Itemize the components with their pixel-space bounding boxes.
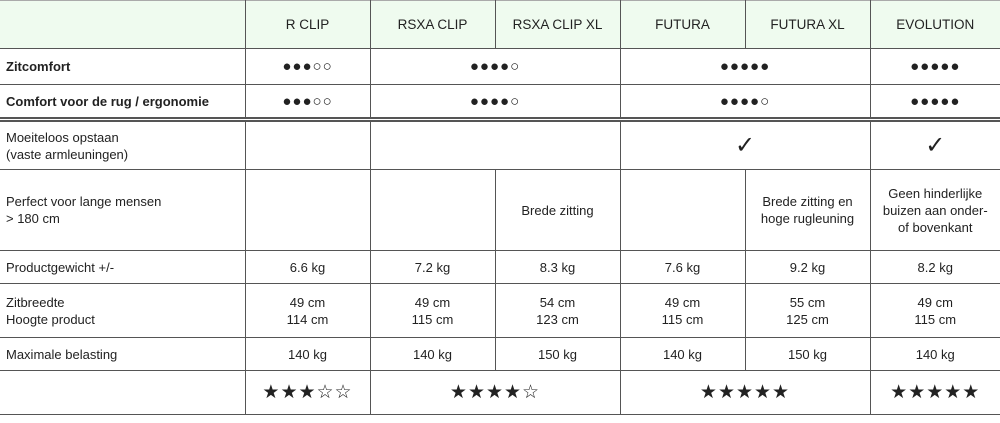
- header-empty-cell: [0, 0, 246, 49]
- table-cell: 150 kg: [494, 337, 621, 371]
- rating-dots: ●●●○○: [244, 48, 371, 85]
- table-row: Zitbreedte Hoogte product 49 cm 114 cm 49 …: [0, 283, 1000, 338]
- rating-dots: ●●●●●: [619, 48, 871, 85]
- table-cell: 140 kg: [369, 337, 496, 371]
- header-futura-xl: FUTURA XL: [744, 0, 871, 49]
- table-cell: 140 kg: [244, 337, 371, 371]
- rating-dots: ●●●●●: [869, 84, 1000, 120]
- star-rating: ★★★★☆: [369, 370, 621, 415]
- rating-dots: ●●●●●: [869, 48, 1000, 85]
- table-cell: 49 cm 114 cm: [244, 283, 371, 338]
- rating-dots: ●●●●○: [619, 84, 871, 120]
- row-label: Perfect voor lange mensen > 180 cm: [0, 169, 246, 251]
- table-cell: 49 cm 115 cm: [369, 283, 496, 338]
- table-cell: 8.2 kg: [869, 250, 1000, 284]
- table-cell: [369, 169, 496, 251]
- table-cell: Geen hinderlijke buizen aan onder- of bo…: [869, 169, 1000, 251]
- checkmark-icon: [244, 117, 371, 170]
- table-cell: 140 kg: [619, 337, 746, 371]
- table-cell: 6.6 kg: [244, 250, 371, 284]
- table-cell: 150 kg: [744, 337, 871, 371]
- star-rating: ★★★★★: [619, 370, 871, 415]
- row-label: Comfort voor de rug / ergonomie: [0, 84, 246, 120]
- table-cell: 49 cm 115 cm: [619, 283, 746, 338]
- star-rating: ★★★★★: [869, 370, 1000, 415]
- header-rsxa-clip-xl: RSXA CLIP XL: [494, 0, 621, 49]
- table-row: Productgewicht +/- 6.6 kg 7.2 kg 8.3 kg 7.6 …: [0, 250, 1000, 284]
- rating-dots: ●●●●○: [369, 84, 621, 120]
- checkmark-icon: [369, 117, 621, 170]
- row-label: [0, 370, 246, 415]
- header-rsxa-clip: RSXA CLIP: [369, 0, 496, 49]
- row-label: Zitcomfort: [0, 48, 246, 85]
- table-row: Perfect voor lange mensen > 180 cm Brede …: [0, 169, 1000, 251]
- table-cell: 7.2 kg: [369, 250, 496, 284]
- table-cell: 7.6 kg: [619, 250, 746, 284]
- table-cell: 140 kg: [869, 337, 1000, 371]
- table-cell: 54 cm 123 cm: [494, 283, 621, 338]
- table-row: Zitcomfort ●●●○○ ●●●●○ ●●●●● ●●●●●: [0, 48, 1000, 85]
- row-label: Productgewicht +/-: [0, 250, 246, 284]
- checkmark-icon: ✓: [869, 117, 1000, 170]
- table-cell: 49 cm 115 cm: [869, 283, 1000, 338]
- star-rating: ★★★☆☆: [244, 370, 371, 415]
- table-row: Comfort voor de rug / ergonomie ●●●○○ ●●●●…: [0, 84, 1000, 120]
- rating-dots: ●●●●○: [369, 48, 621, 85]
- table-cell: 8.3 kg: [494, 250, 621, 284]
- table-cell: [619, 169, 746, 251]
- row-label: Moeiteloos opstaan (vaste armleuningen): [0, 117, 246, 170]
- table-cell: [244, 169, 371, 251]
- table-cell: 9.2 kg: [744, 250, 871, 284]
- checkmark-icon: ✓: [619, 117, 871, 170]
- header-r-clip: R CLIP: [244, 0, 371, 49]
- header-row: R CLIP RSXA CLIP RSXA CLIP XL FUTURA FUT…: [0, 0, 1000, 49]
- table-row: ★★★☆☆ ★★★★☆ ★★★★★ ★★★★★: [0, 370, 1000, 415]
- table-row: Moeiteloos opstaan (vaste armleuningen) ✓…: [0, 117, 1000, 170]
- table-row: Maximale belasting 140 kg 140 kg 150 kg 140 …: [0, 337, 1000, 371]
- row-label: Maximale belasting: [0, 337, 246, 371]
- table-cell: 55 cm 125 cm: [744, 283, 871, 338]
- table-cell: Brede zitting: [494, 169, 621, 251]
- table-cell: Brede zitting en hoge rugleuning: [744, 169, 871, 251]
- header-futura: FUTURA: [619, 0, 746, 49]
- row-label: Zitbreedte Hoogte product: [0, 283, 246, 338]
- header-evolution: EVOLUTION: [869, 0, 1000, 49]
- rating-dots: ●●●○○: [244, 84, 371, 120]
